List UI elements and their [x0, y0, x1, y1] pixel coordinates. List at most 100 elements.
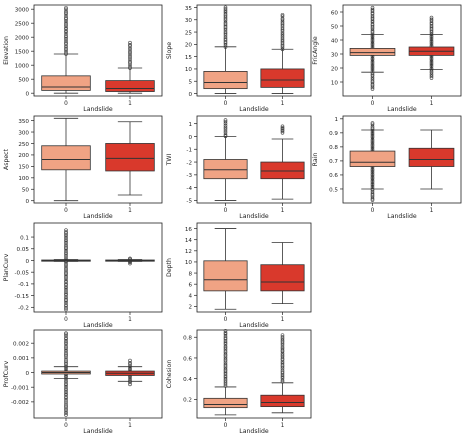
outlier-point	[64, 303, 68, 307]
y-axis-label: PlanCurv	[3, 253, 10, 281]
y-axis-label: Elevation	[3, 36, 10, 65]
outlier-point	[223, 332, 228, 336]
outlier-point	[370, 126, 375, 130]
box-1	[260, 394, 305, 408]
outlier-point	[223, 119, 228, 124]
outlier-point	[280, 14, 285, 18]
box-0	[349, 48, 396, 56]
outlier-point	[64, 25, 68, 30]
y-tick-label: 2	[188, 305, 192, 311]
outlier-point	[280, 39, 285, 44]
outlier-point	[128, 42, 132, 47]
outlier-point	[223, 12, 228, 17]
x-tick-label: 0	[371, 208, 375, 214]
plot-frame	[196, 222, 312, 313]
outlier-point	[64, 275, 68, 279]
outlier-point	[223, 377, 228, 381]
y-tick-label: 3000	[15, 8, 30, 14]
panel-cohesion: 0.2 0.4 0.6 0.8 Cohesion 0 1 Landslide	[166, 328, 312, 435]
outlier-point	[370, 124, 375, 129]
y-axis-label: Slope	[166, 42, 173, 59]
y-tick-label: 30	[331, 52, 339, 58]
outlier-point	[64, 244, 68, 249]
outlier-point	[64, 34, 68, 38]
x-axis-label: Landslide	[239, 428, 269, 435]
outlier-point	[280, 335, 285, 339]
x-axis-label: Landslide	[239, 106, 269, 113]
y-tick-label: 0.4	[183, 377, 192, 383]
x-tick-label: 1	[281, 423, 285, 429]
y-axis-label: ProfCurv	[3, 360, 10, 387]
y-tick-label: 5	[188, 80, 192, 86]
outlier-point	[280, 361, 285, 366]
outlier-point	[64, 5, 68, 10]
outlier-point	[370, 87, 375, 91]
x-tick-label: 0	[224, 208, 228, 214]
outlier-point	[370, 82, 375, 87]
y-tick-label: -4	[186, 186, 192, 192]
x-axis-label: Landslide	[239, 213, 269, 220]
outlier-point	[370, 22, 375, 26]
outlier-point	[64, 20, 68, 25]
outlier-point	[370, 28, 375, 33]
y-axis-label: Rain	[312, 153, 319, 167]
outlier-point	[280, 374, 285, 379]
y-tick-label: 10	[331, 80, 339, 86]
outlier-point	[280, 17, 285, 22]
y-tick-label: 16	[185, 227, 193, 233]
y-axis-label: Aspect	[3, 148, 10, 170]
outlier-point	[223, 378, 228, 383]
outlier-point	[280, 31, 285, 35]
y-tick-label: 250	[18, 142, 29, 148]
x-axis-label: Landslide	[83, 428, 113, 435]
y-tick-label: 0.1	[20, 235, 29, 241]
box-0	[349, 150, 396, 167]
y-tick-label: 0.9	[329, 131, 338, 137]
y-tick-label: -0.2	[18, 306, 29, 312]
y-tick-label: 0.8	[329, 145, 338, 151]
outlier-point	[64, 249, 68, 253]
outlier-point	[64, 10, 68, 15]
outlier-point	[280, 124, 285, 129]
outlier-point	[280, 36, 285, 40]
x-tick-label: 0	[371, 101, 375, 107]
outlier-point	[280, 333, 285, 337]
outlier-point	[370, 15, 375, 20]
outlier-point	[64, 345, 68, 350]
outlier-point	[280, 126, 285, 130]
x-tick-label: 0	[64, 208, 68, 214]
outlier-point	[223, 129, 228, 133]
x-tick-label: 0	[224, 423, 228, 429]
x-axis-label: Landslide	[83, 213, 113, 220]
y-tick-label: 0.6	[183, 356, 192, 362]
x-tick-label: 0	[224, 317, 228, 323]
outlier-point	[223, 336, 228, 340]
outlier-point	[64, 411, 68, 416]
outlier-point	[64, 349, 68, 354]
outlier-point	[64, 382, 68, 386]
outlier-point	[128, 382, 132, 387]
outlier-point	[64, 398, 68, 403]
outlier-point	[429, 17, 434, 22]
outlier-point	[64, 228, 68, 232]
outlier-point	[280, 356, 285, 361]
outlier-point	[64, 251, 68, 255]
outlier-point	[280, 346, 285, 351]
outlier-point	[64, 288, 68, 292]
x-tick-label: 1	[430, 101, 434, 107]
outlier-point	[280, 369, 285, 374]
outlier-point	[370, 72, 375, 77]
y-tick-label: 0.6	[329, 173, 338, 179]
y-tick-label: 50	[22, 188, 30, 194]
box-0	[203, 260, 248, 292]
box-1	[260, 68, 305, 88]
x-tick-label: 1	[430, 208, 434, 214]
outlier-point	[64, 32, 68, 37]
x-tick-label: 0	[64, 317, 68, 323]
outlier-point	[64, 263, 68, 268]
outlier-point	[64, 296, 68, 301]
outlier-point	[64, 351, 68, 355]
outlier-point	[280, 21, 285, 25]
y-tick-label: 0.2	[183, 398, 192, 404]
outlier-point	[64, 344, 68, 349]
